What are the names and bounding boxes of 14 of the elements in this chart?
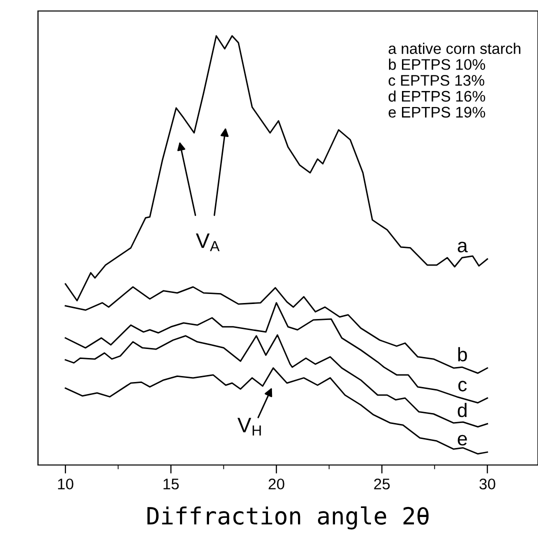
x-tick-label: 30 <box>479 478 496 490</box>
series-label: e <box>458 434 467 446</box>
x-axis-title: Diffraction angle 2θ <box>147 506 429 530</box>
x-tick-label: 10 <box>58 478 74 490</box>
series-label: c <box>458 380 467 392</box>
series-label: b <box>458 347 467 362</box>
series-label: d <box>458 402 467 418</box>
annotation: a native corn starch b EPTPS 10% c EPTPS 13% d EPTPS 16% e EPTPS 19% <box>388 42 520 118</box>
x-tick-label: 15 <box>164 478 179 490</box>
annotation: V$_{A}$ <box>196 234 220 252</box>
x-tick-label: 20 <box>268 478 284 490</box>
annotation: V$_{H}$ <box>237 418 261 436</box>
x-tick-label: 25 <box>374 478 390 490</box>
series-label: a <box>458 242 468 252</box>
